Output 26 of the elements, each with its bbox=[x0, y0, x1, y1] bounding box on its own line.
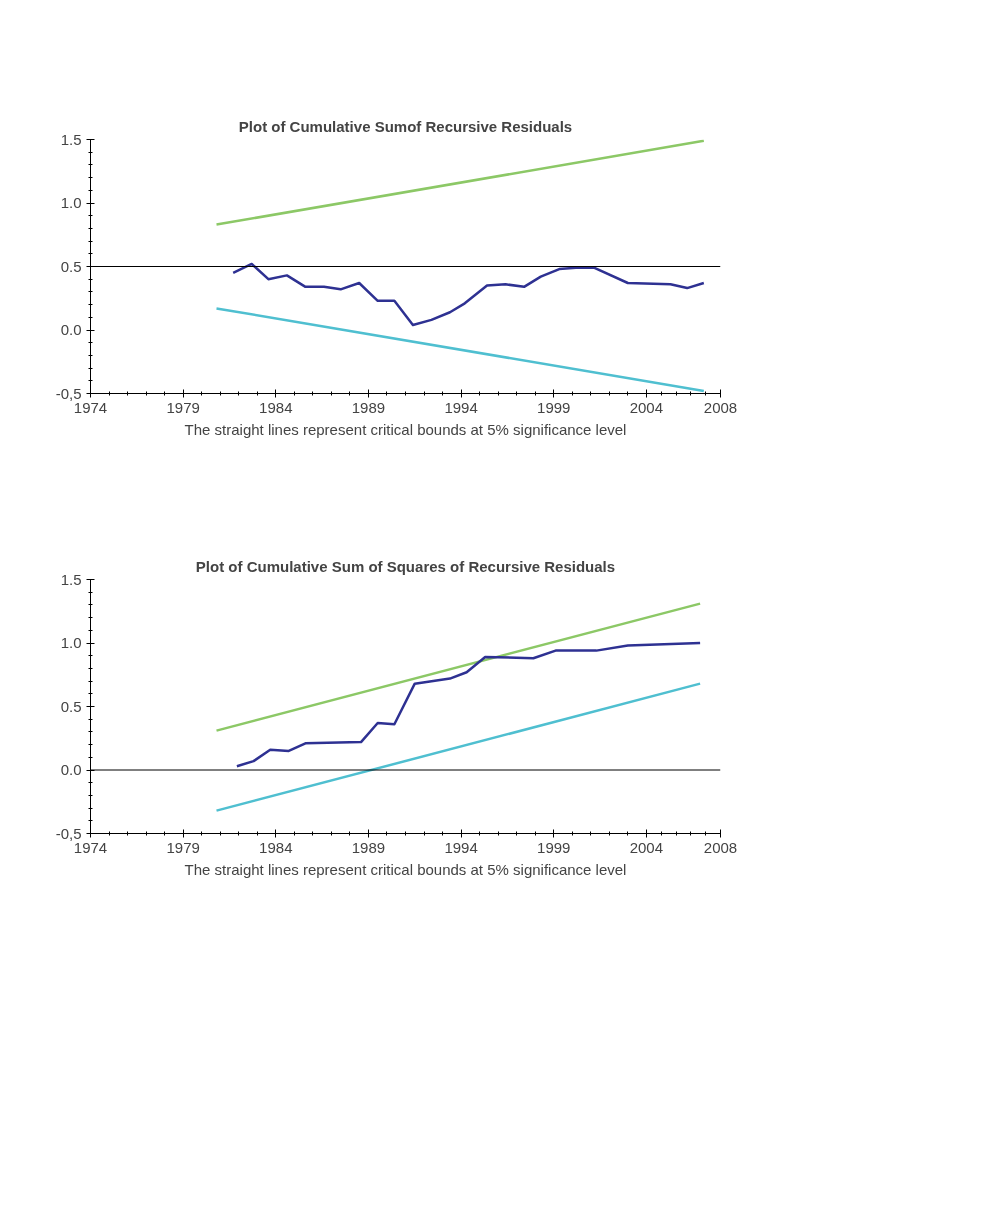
x-tick-label: 1984 bbox=[259, 398, 293, 416]
x-axis-title: The straight lines represent critical bounds at 5% significance level bbox=[184, 420, 627, 438]
y-tick-label: 0.5 bbox=[60, 257, 82, 275]
y-tick-label: 1.0 bbox=[60, 194, 82, 211]
x-tick-label: 2008 bbox=[703, 398, 738, 416]
y-tick-label: 0.0 bbox=[60, 761, 82, 778]
y-tick-label: 1.5 bbox=[60, 130, 82, 148]
chart-title: Plot of Cumulative Sumof Recursive Residuals bbox=[238, 117, 573, 135]
x-tick-label: 2008 bbox=[703, 838, 738, 856]
y-tick-label: 0.5 bbox=[60, 697, 82, 715]
x-tick-label: 1994 bbox=[444, 838, 478, 856]
y-tick-label: 1.0 bbox=[60, 634, 82, 651]
y-tick-label: 0.0 bbox=[60, 321, 82, 338]
chart-title: Plot of Cumulative Sum of Squares of Recursive Residuals bbox=[195, 557, 616, 575]
x-tick-label: 2004 bbox=[629, 838, 664, 856]
x-tick-label: 1989 bbox=[351, 838, 386, 856]
x-tick-label: 2004 bbox=[629, 398, 664, 416]
x-tick-label: 1989 bbox=[351, 398, 386, 416]
x-tick-label: 1999 bbox=[537, 398, 571, 416]
x-tick-label: 1979 bbox=[166, 838, 200, 856]
y-tick-label: 1.5 bbox=[60, 570, 82, 588]
x-tick-label: 1979 bbox=[166, 398, 200, 416]
x-tick-label: 1994 bbox=[444, 398, 478, 416]
x-axis-title: The straight lines represent critical bounds at 5% significance level bbox=[184, 860, 627, 878]
x-tick-label: 1999 bbox=[537, 838, 571, 856]
x-tick-label: 1984 bbox=[259, 838, 293, 856]
